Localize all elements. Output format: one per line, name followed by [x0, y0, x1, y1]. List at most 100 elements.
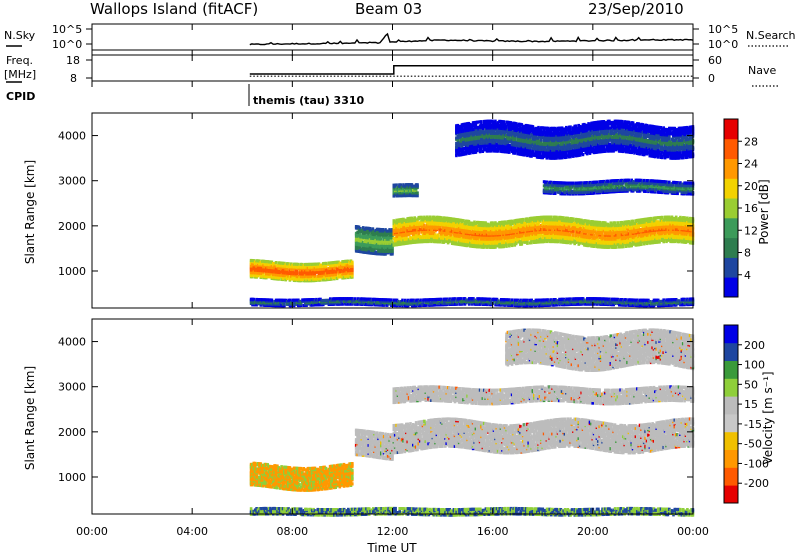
power-cell	[516, 222, 519, 226]
power-cell	[256, 266, 260, 270]
power-cell	[402, 223, 405, 227]
power-cell	[442, 233, 446, 238]
power-cell	[597, 299, 600, 304]
power-cell	[617, 231, 621, 236]
power-cell	[357, 230, 361, 235]
power-cell	[630, 233, 633, 237]
power-cell	[315, 297, 318, 302]
power-cell	[481, 233, 485, 237]
power-cell	[482, 242, 486, 247]
power-cell	[569, 236, 572, 240]
power-cell	[301, 275, 304, 279]
power-cell	[333, 275, 336, 280]
power-cell	[576, 230, 579, 234]
power-cell	[501, 231, 504, 235]
power-cell	[516, 218, 519, 222]
power-cell	[310, 303, 314, 307]
power-cell	[308, 298, 311, 302]
power-cell	[435, 225, 439, 229]
power-cell	[629, 237, 632, 241]
power-cell	[623, 298, 627, 302]
power-cell	[637, 239, 640, 243]
power-cell	[642, 242, 646, 246]
power-cell	[398, 218, 401, 222]
power-cell	[505, 224, 508, 228]
power-cell	[602, 300, 606, 304]
power-cell	[288, 263, 292, 267]
power-cell	[640, 233, 643, 237]
power-cell	[498, 229, 501, 233]
power-cell	[634, 221, 638, 226]
power-cell	[431, 302, 435, 306]
power-cell	[629, 241, 632, 245]
power-cell	[649, 229, 653, 233]
power-cell	[447, 298, 450, 302]
power-cell	[374, 238, 377, 242]
power-cell	[597, 297, 600, 301]
power-cell	[458, 297, 461, 301]
power-cell	[604, 297, 607, 301]
power-cell	[321, 278, 325, 282]
power-cell	[298, 276, 301, 280]
power-cell	[569, 297, 572, 301]
power-cell	[266, 298, 269, 302]
power-cell	[363, 247, 366, 252]
power-cell	[380, 232, 383, 236]
power-cell	[470, 221, 473, 225]
power-cell	[392, 298, 396, 302]
power-cell	[421, 235, 425, 240]
power-cell	[339, 264, 343, 268]
power-cell	[680, 297, 684, 301]
power-cell	[609, 241, 613, 245]
power-cell	[267, 275, 271, 279]
power-cell	[452, 221, 455, 225]
power-cell	[342, 269, 346, 273]
power-cell	[544, 215, 547, 219]
power-cell	[262, 259, 265, 263]
power-cell	[358, 298, 361, 302]
power-cell	[654, 232, 657, 236]
power-cell	[640, 240, 643, 244]
power-cell	[400, 217, 404, 222]
power-cell	[656, 301, 660, 305]
power-cell	[330, 261, 333, 265]
power-cell	[435, 234, 439, 238]
power-cell	[503, 227, 507, 231]
power-cell	[393, 223, 397, 227]
power-cell	[469, 297, 472, 301]
power-cell	[566, 241, 569, 245]
power-cell	[441, 217, 444, 221]
power-cell	[256, 268, 260, 272]
power-cell	[328, 266, 332, 270]
power-cell	[533, 229, 536, 234]
power-cell	[479, 302, 482, 306]
power-cell	[324, 261, 328, 265]
power-cell	[457, 242, 461, 246]
power-cell	[438, 301, 442, 305]
power-cell	[505, 228, 508, 232]
power-cell	[521, 217, 525, 222]
power-cell	[489, 232, 493, 236]
power-cell	[389, 238, 393, 243]
power-cell	[377, 300, 381, 304]
power-cell	[270, 260, 274, 264]
power-cell	[640, 227, 643, 231]
power-cell	[472, 297, 475, 301]
power-cell	[686, 303, 689, 307]
power-cell	[588, 297, 592, 301]
power-cell	[382, 240, 386, 244]
power-cell	[302, 264, 306, 268]
power-cell	[572, 229, 575, 233]
power-cell	[470, 297, 474, 301]
power-cell	[585, 234, 589, 238]
power-cell	[527, 218, 530, 222]
power-cell	[619, 245, 622, 249]
power-cell	[444, 221, 447, 226]
power-cell	[516, 298, 520, 302]
power-cell	[474, 227, 478, 231]
power-cell	[480, 301, 483, 305]
power-cell	[356, 230, 359, 234]
power-cell	[581, 239, 585, 243]
power-cell	[366, 229, 369, 233]
power-cell	[333, 263, 336, 267]
